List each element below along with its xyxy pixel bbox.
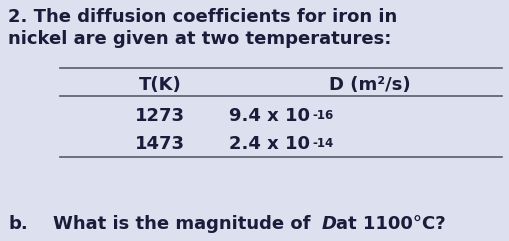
Text: b.: b. bbox=[8, 215, 27, 233]
Text: at 1100°C?: at 1100°C? bbox=[335, 215, 445, 233]
Text: 1273: 1273 bbox=[135, 107, 185, 125]
Text: 9.4 x 10: 9.4 x 10 bbox=[229, 107, 309, 125]
Text: D (m²/s): D (m²/s) bbox=[328, 76, 410, 94]
Text: nickel are given at two temperatures:: nickel are given at two temperatures: bbox=[8, 30, 390, 48]
Text: T(K): T(K) bbox=[138, 76, 181, 94]
Text: 2.4 x 10: 2.4 x 10 bbox=[229, 135, 309, 153]
Text: -14: -14 bbox=[312, 137, 332, 150]
Text: 1473: 1473 bbox=[135, 135, 185, 153]
Text: 2. The diffusion coefficients for iron in: 2. The diffusion coefficients for iron i… bbox=[8, 8, 397, 26]
Text: D: D bbox=[321, 215, 336, 233]
Text: What is the magnitude of: What is the magnitude of bbox=[28, 215, 316, 233]
Text: -16: -16 bbox=[312, 109, 332, 122]
